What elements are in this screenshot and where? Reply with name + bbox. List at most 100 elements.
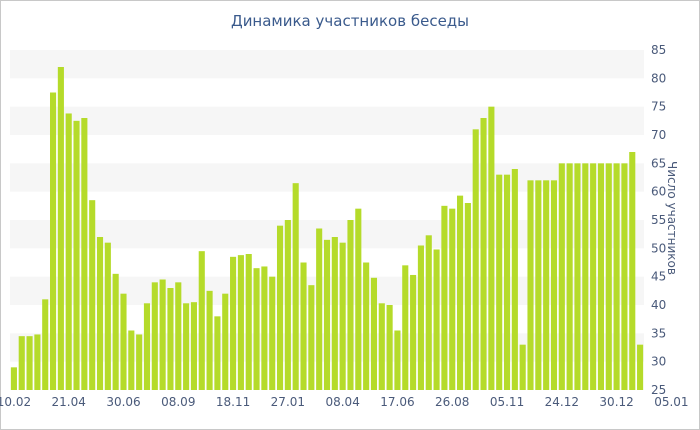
- bar: [378, 303, 385, 390]
- bar: [159, 279, 166, 390]
- bar: [605, 163, 612, 390]
- bars: [10, 67, 644, 391]
- bar: [363, 262, 370, 390]
- bar: [543, 180, 550, 390]
- bar: [582, 163, 589, 390]
- bar: [425, 235, 432, 390]
- bar: [433, 249, 440, 390]
- bar: [621, 163, 628, 390]
- bar: [394, 330, 401, 390]
- bar: [574, 163, 581, 390]
- bar: [96, 237, 104, 390]
- bar: [26, 336, 33, 390]
- x-tick-label: 17.06: [380, 395, 414, 409]
- y-axis-ticks: 25 30 35 40 45 50 55 60 65 70 75 80 85: [651, 43, 666, 397]
- bar: [370, 277, 378, 390]
- x-tick-label: 21.04: [52, 395, 86, 409]
- bar: [496, 174, 503, 390]
- bar: [503, 174, 511, 390]
- y-tick-label: 35: [651, 326, 666, 340]
- bar: [136, 334, 143, 390]
- bar: [331, 237, 338, 390]
- bar: [57, 67, 64, 390]
- bar: [104, 242, 111, 390]
- bar: [402, 265, 409, 390]
- bar: [49, 92, 57, 390]
- x-tick-label: 18.11: [216, 395, 250, 409]
- bar: [629, 152, 636, 390]
- bar: [89, 200, 96, 390]
- bar: [519, 344, 526, 390]
- bar: [355, 208, 362, 390]
- bar: [65, 113, 72, 390]
- y-tick-label: 45: [651, 270, 666, 284]
- x-tick-label: 05.01: [654, 395, 688, 409]
- bar: [300, 262, 307, 390]
- x-tick-label: 08.04: [325, 395, 359, 409]
- x-tick-label: 24.12: [545, 395, 579, 409]
- bar: [308, 285, 315, 390]
- y-tick-label: 70: [651, 128, 666, 142]
- bar: [417, 245, 424, 390]
- bar: [441, 205, 448, 390]
- bar: [34, 334, 41, 390]
- bar: [347, 220, 354, 390]
- x-tick-label: 30.12: [599, 395, 633, 409]
- y-tick-label: 30: [651, 355, 666, 369]
- bar: [597, 163, 605, 390]
- grid-band: [10, 50, 644, 79]
- bar: [472, 129, 479, 391]
- x-tick-label: 10.02: [0, 395, 31, 409]
- bar: [558, 163, 565, 390]
- bar: [590, 163, 597, 390]
- bar: [535, 180, 542, 390]
- bar: [120, 293, 127, 390]
- bar: [550, 180, 558, 390]
- bar: [237, 255, 244, 390]
- bar: [292, 183, 299, 390]
- bar: [143, 303, 151, 390]
- bar: [253, 268, 260, 390]
- bar: [10, 367, 17, 390]
- y-tick-label: 25: [651, 383, 666, 397]
- y-tick-label: 75: [651, 100, 666, 114]
- y-tick-label: 80: [651, 71, 666, 85]
- bar: [245, 254, 252, 390]
- x-tick-label: 30.06: [106, 395, 140, 409]
- bar: [464, 203, 471, 390]
- bar: [230, 256, 237, 390]
- bar: [276, 225, 284, 390]
- bar: [42, 299, 49, 390]
- bar: [206, 290, 213, 390]
- bar: [73, 120, 80, 390]
- bar: [511, 169, 518, 390]
- bar: [316, 228, 323, 390]
- x-tick-label: 05.11: [490, 395, 524, 409]
- x-tick-label: 26.08: [435, 395, 469, 409]
- bar: [527, 180, 534, 390]
- bar: [214, 316, 221, 390]
- x-tick-label: 08.09: [161, 395, 195, 409]
- bar: [198, 251, 205, 390]
- y-tick-label: 85: [651, 43, 666, 57]
- y-tick-label: 60: [651, 185, 666, 199]
- x-axis-ticks: 10.02 21.04 30.06 08.09 18.11 27.01 08.04 17.06…: [0, 395, 689, 409]
- bar: [613, 163, 620, 390]
- bar: [566, 163, 573, 390]
- bar: [269, 276, 276, 390]
- bar: [410, 274, 417, 390]
- grid-band: [10, 106, 644, 135]
- bar: [457, 195, 464, 390]
- bar: [323, 239, 331, 390]
- bar: [81, 118, 88, 390]
- y-tick-label: 40: [651, 298, 666, 312]
- bar: [637, 344, 644, 390]
- bar: [128, 330, 135, 390]
- bar: [112, 273, 119, 390]
- bar: [18, 336, 25, 390]
- bar: [167, 288, 174, 390]
- bar: [488, 106, 495, 391]
- bar: [175, 282, 182, 390]
- bar: [222, 293, 229, 390]
